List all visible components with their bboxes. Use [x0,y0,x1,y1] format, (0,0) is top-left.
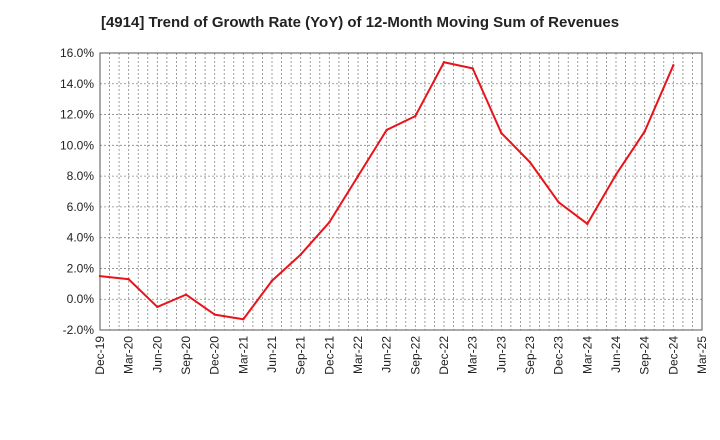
x-tick-labels: Dec-19 Mar-20 Jun-20 Sep-20 Dec-20 Mar-21 Jun-… [93,336,709,375]
data-point [299,253,302,256]
y-tick-label: 12.0% [60,108,94,122]
x-tick-label: Sep-20 [179,336,193,375]
y-tick-label: 8.0% [67,169,95,183]
x-tick-label: Sep-22 [408,336,422,375]
x-tick-label: Mar-20 [122,336,136,374]
data-point [557,201,560,204]
data-point [270,279,274,282]
x-tick-label: Mar-23 [466,336,480,374]
data-point [414,114,417,118]
data-point [127,278,130,281]
data-point [614,173,618,176]
data-point [242,318,245,321]
x-tick-label: Mar-22 [351,336,365,374]
x-tick-label: Jun-20 [150,336,164,373]
x-tick-label: Mar-25 [695,336,709,374]
x-tick-label: Dec-21 [322,336,336,375]
data-point [98,274,102,278]
data-point [156,305,159,309]
data-point [442,61,446,64]
data-point [356,174,360,178]
y-tick-label: 6.0% [67,200,95,214]
x-tick-label: Jun-21 [265,336,279,373]
plot-area-background [100,53,702,330]
x-tick-label: Dec-20 [208,336,222,375]
data-point [385,128,388,132]
x-tick-label: Jun-23 [494,336,508,373]
y-tick-label: 10.0% [60,138,94,152]
x-tick-label: Dec-24 [666,336,680,375]
data-point [586,222,589,226]
y-tick-label: 2.0% [67,261,95,275]
y-tick-label: 14.0% [60,77,94,91]
data-point [184,293,188,296]
series-layer [98,61,675,321]
data-point [328,221,331,224]
x-tick-label: Jun-22 [380,336,394,373]
data-point [672,64,675,67]
x-tick-label: Dec-19 [93,336,107,375]
plot-area-border [99,52,703,331]
y-tick-label: -2.0% [63,323,95,337]
chart-title: [4914] Trend of Growth Rate (YoY) of 12-… [100,14,620,31]
data-point [643,130,646,133]
y-tick-labels: 16.0% 14.0% 12.0% 10.0% 8.0% 6.0% 4.0% 2.0% 0.0%… [60,46,94,337]
x-tick-label: Sep-23 [523,336,537,375]
x-tick-label: Sep-21 [294,336,308,375]
data-point [500,131,503,135]
data-point [213,313,216,316]
x-tick-label: Dec-23 [552,336,566,375]
x-tick-label: Mar-24 [580,336,594,374]
y-tick-label: 0.0% [67,292,95,306]
y-tick-label: 4.0% [67,231,95,245]
x-tick-label: Jun-24 [609,336,623,373]
x-tick-label: Dec-22 [437,336,451,375]
data-point [471,67,474,70]
y-tick-label: 16.0% [60,46,94,60]
x-tick-label: Sep-24 [638,336,652,375]
data-point [528,161,532,164]
x-tick-label: Mar-21 [236,336,250,374]
